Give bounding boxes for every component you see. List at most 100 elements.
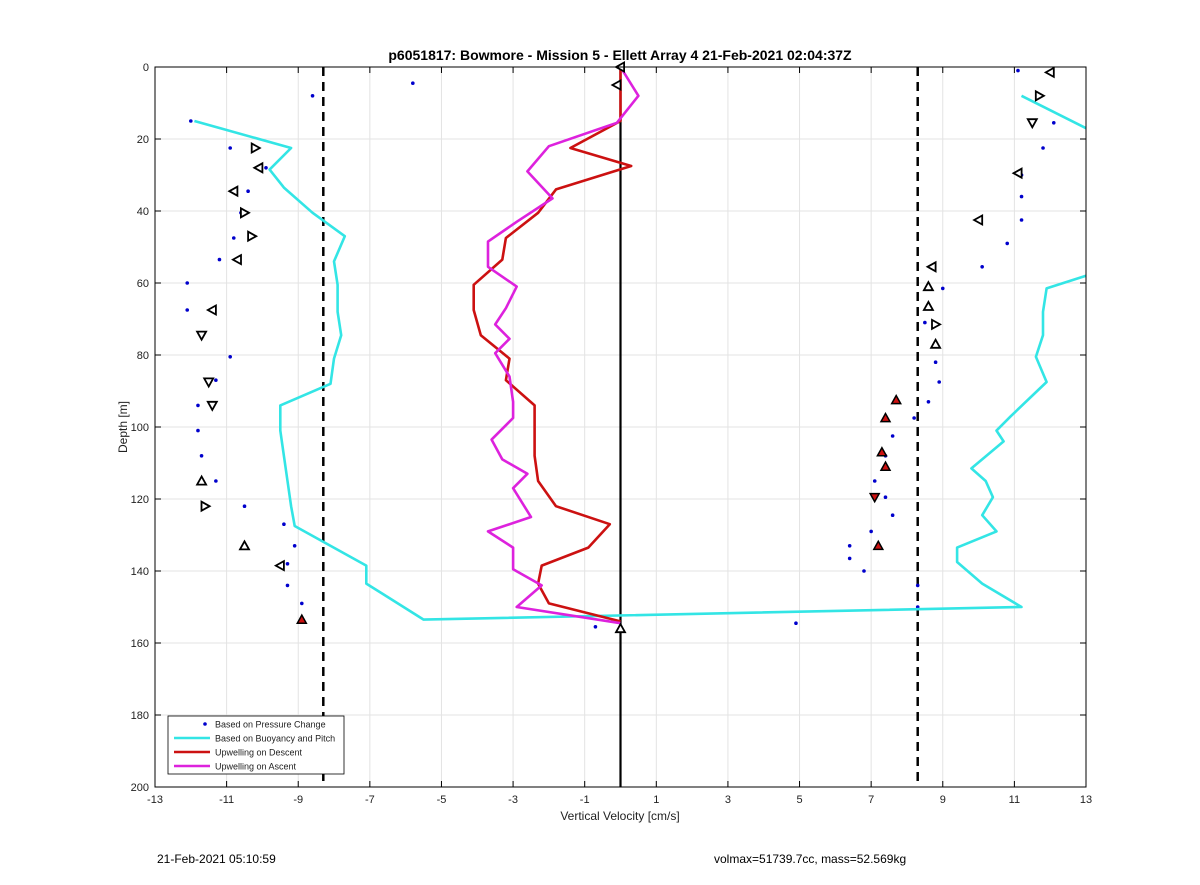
pressure-change-point bbox=[1005, 241, 1010, 246]
pressure-change-point bbox=[869, 529, 873, 534]
triangle-marker bbox=[195, 474, 208, 486]
pressure-change-point bbox=[847, 544, 852, 548]
triangle-marker bbox=[200, 500, 212, 513]
marker-layer bbox=[195, 60, 1055, 634]
pressure-change-point bbox=[980, 265, 984, 269]
pressure-change-point bbox=[1051, 121, 1056, 125]
y-axis-label: Depth [m] bbox=[116, 401, 130, 453]
triangle-marker bbox=[1011, 167, 1023, 180]
pressure-change-point bbox=[1019, 218, 1024, 222]
pressure-change-point bbox=[214, 378, 218, 383]
y-tick-label: 200 bbox=[131, 782, 149, 794]
pressure-change-point bbox=[847, 556, 852, 561]
legend-label: Based on Pressure Change bbox=[215, 720, 326, 730]
x-tick-label: 13 bbox=[1080, 794, 1092, 806]
pressure-change-point bbox=[915, 583, 920, 588]
x-tick-label: -13 bbox=[147, 794, 163, 806]
filled-triangle-marker bbox=[872, 539, 885, 551]
y-tick-label: 60 bbox=[137, 278, 149, 290]
pressure-change-point bbox=[228, 146, 232, 150]
filled-triangle-marker bbox=[876, 446, 888, 457]
y-tick-label: 100 bbox=[131, 422, 149, 434]
legend: Based on Pressure Change Based on Buoyanc… bbox=[167, 715, 345, 775]
pressure-change-point bbox=[310, 94, 315, 98]
triangle-marker bbox=[1026, 118, 1039, 130]
pressure-change-point bbox=[285, 562, 290, 566]
pressure-change-point bbox=[912, 416, 916, 420]
pressure-change-point bbox=[231, 236, 236, 240]
triangle-marker bbox=[1043, 66, 1055, 79]
legend-swatch-point bbox=[203, 722, 207, 726]
legend-label: Upwelling on Descent bbox=[215, 748, 303, 758]
pressure-change-point bbox=[196, 403, 200, 408]
pressure-change-point bbox=[890, 513, 895, 517]
x-tick-label: 9 bbox=[940, 794, 946, 806]
y-tick-label: 80 bbox=[137, 350, 149, 362]
series-line-3 bbox=[486, 66, 640, 625]
triangle-marker bbox=[206, 400, 219, 412]
pressure-change-point bbox=[199, 454, 204, 458]
pressure-change-point bbox=[411, 81, 415, 85]
pressure-change-point bbox=[217, 257, 222, 262]
pressure-change-point bbox=[242, 504, 247, 509]
footer-timestamp: 21-Feb-2021 05:10:59 bbox=[157, 852, 276, 866]
triangle-marker bbox=[925, 260, 937, 273]
pressure-change-point bbox=[1019, 194, 1024, 199]
filled-triangle-marker bbox=[296, 613, 308, 624]
pressure-change-point bbox=[593, 625, 598, 629]
pressure-change-point bbox=[937, 380, 941, 384]
pressure-change-point bbox=[228, 355, 232, 359]
series-layer bbox=[185, 66, 1087, 629]
series-line-1 bbox=[194, 119, 1087, 621]
filled-triangle-marker bbox=[879, 460, 892, 471]
series-line-2 bbox=[472, 67, 633, 623]
pressure-change-point bbox=[923, 320, 927, 325]
pressure-change-point bbox=[282, 522, 286, 526]
pressure-change-point bbox=[890, 434, 895, 438]
triangle-marker bbox=[922, 300, 935, 311]
x-tick-label: -1 bbox=[580, 794, 590, 806]
triangle-marker bbox=[227, 185, 239, 198]
pressure-change-point bbox=[292, 544, 297, 548]
triangle-marker bbox=[239, 206, 251, 219]
triangle-marker bbox=[922, 280, 935, 292]
legend-box bbox=[167, 715, 345, 775]
legend-label: Based on Buoyancy and Pitch bbox=[215, 734, 335, 744]
filled-triangle-marker bbox=[890, 393, 902, 405]
pressure-change-point bbox=[1041, 146, 1045, 150]
pressure-change-point bbox=[185, 281, 190, 285]
pressure-change-point bbox=[933, 360, 938, 365]
triangle-marker bbox=[1034, 89, 1046, 102]
pressure-change-point bbox=[883, 495, 888, 500]
triangle-marker bbox=[195, 330, 208, 342]
filled-triangle-marker bbox=[868, 492, 881, 504]
triangle-marker bbox=[931, 318, 942, 331]
pressure-change-point bbox=[189, 119, 193, 123]
triangle-marker bbox=[247, 230, 259, 243]
pressure-change-point bbox=[196, 428, 200, 433]
x-tick-label: -5 bbox=[437, 794, 447, 806]
y-tick-label: 140 bbox=[131, 566, 149, 578]
x-tick-label: 1 bbox=[653, 794, 659, 806]
y-tick-label: 120 bbox=[131, 494, 149, 506]
x-tick-label: -7 bbox=[365, 794, 375, 806]
pressure-change-point bbox=[264, 166, 268, 170]
pressure-change-point bbox=[300, 601, 304, 606]
pressure-change-point bbox=[794, 621, 798, 625]
x-tick-label: 11 bbox=[1009, 794, 1020, 806]
tick-labels: -13 -11 -9 -7 -5 -3 -1 1 3 5 7 9 11 13020406080100120… bbox=[131, 62, 1092, 806]
filled-triangle-marker bbox=[879, 411, 892, 423]
x-tick-label: 3 bbox=[725, 794, 731, 806]
triangle-marker bbox=[205, 303, 217, 317]
x-tick-label: -3 bbox=[508, 794, 518, 806]
pressure-change-point bbox=[285, 583, 290, 588]
triangle-marker bbox=[202, 377, 215, 389]
y-tick-label: 0 bbox=[143, 62, 149, 74]
pressure-change-point bbox=[926, 400, 931, 404]
chart-title: p6051817: Bowmore - Mission 5 - Ellett A… bbox=[388, 47, 852, 63]
y-tick-label: 20 bbox=[137, 134, 149, 146]
triangle-marker bbox=[972, 213, 984, 227]
pressure-change-point bbox=[862, 569, 866, 573]
reference-lines bbox=[322, 67, 919, 787]
